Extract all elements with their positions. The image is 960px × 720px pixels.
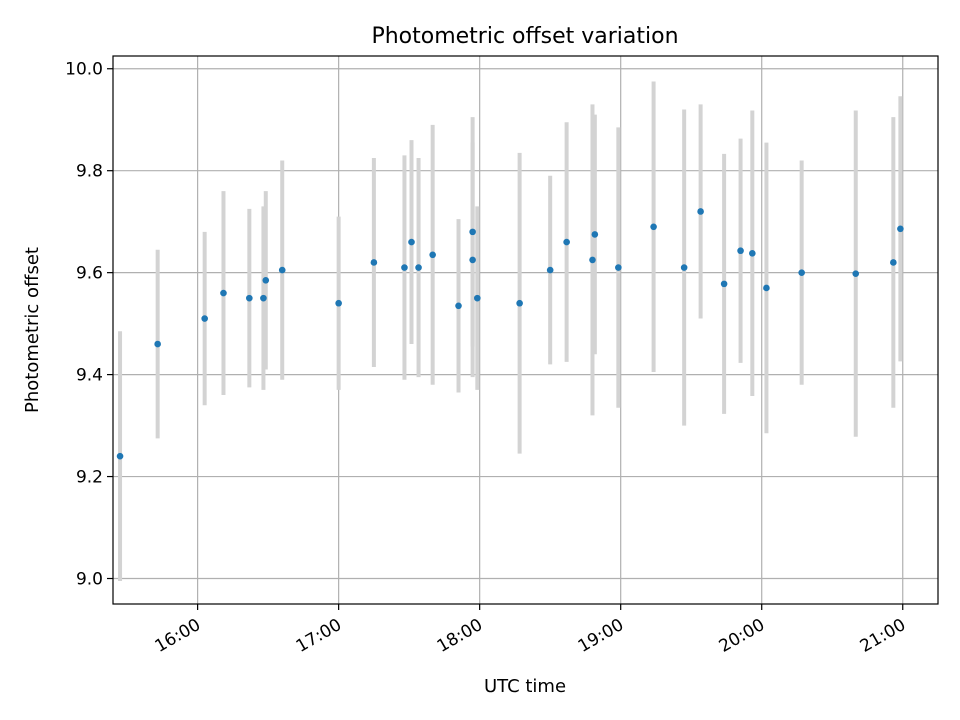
data-point — [749, 249, 756, 257]
data-point — [697, 208, 704, 215]
data-points — [116, 208, 904, 460]
y-tick-label: 9.2 — [76, 468, 103, 488]
data-point — [262, 276, 270, 284]
data-point — [260, 294, 267, 302]
data-point — [415, 264, 422, 271]
chart-title: Photometric offset variation — [371, 24, 678, 49]
data-point — [220, 289, 227, 297]
data-point — [401, 264, 408, 271]
data-point — [154, 340, 161, 348]
data-point — [890, 259, 897, 266]
data-point — [370, 259, 378, 266]
data-point — [246, 294, 253, 302]
data-point — [591, 231, 599, 238]
data-point — [278, 266, 286, 274]
data-point — [589, 256, 596, 264]
data-point — [469, 256, 476, 264]
data-point — [546, 266, 554, 274]
y-tick-label: 9.6 — [76, 264, 103, 284]
data-point — [335, 299, 342, 307]
data-point — [408, 238, 415, 246]
y-tick-label: 9.0 — [76, 570, 103, 590]
data-point — [798, 269, 805, 276]
data-point — [469, 228, 476, 236]
data-point — [650, 223, 657, 231]
data-point — [429, 251, 436, 259]
data-point — [455, 302, 462, 310]
y-tick-label: 10.0 — [65, 60, 103, 80]
data-point — [116, 452, 124, 460]
data-point — [763, 284, 770, 292]
data-point — [201, 315, 208, 322]
data-point — [897, 225, 904, 233]
y-tick-label: 9.8 — [76, 162, 103, 182]
y-axis-label: Photometric offset — [22, 247, 43, 413]
plot-frame — [112, 55, 939, 605]
data-point — [615, 264, 622, 271]
y-tick-label: 9.4 — [76, 366, 103, 386]
x-axis-label: UTC time — [484, 676, 566, 697]
data-point — [680, 264, 688, 271]
data-point — [516, 299, 523, 307]
data-point — [474, 294, 481, 302]
data-point — [852, 270, 860, 277]
data-point — [720, 280, 728, 288]
data-point — [737, 247, 744, 255]
data-point — [563, 238, 570, 246]
